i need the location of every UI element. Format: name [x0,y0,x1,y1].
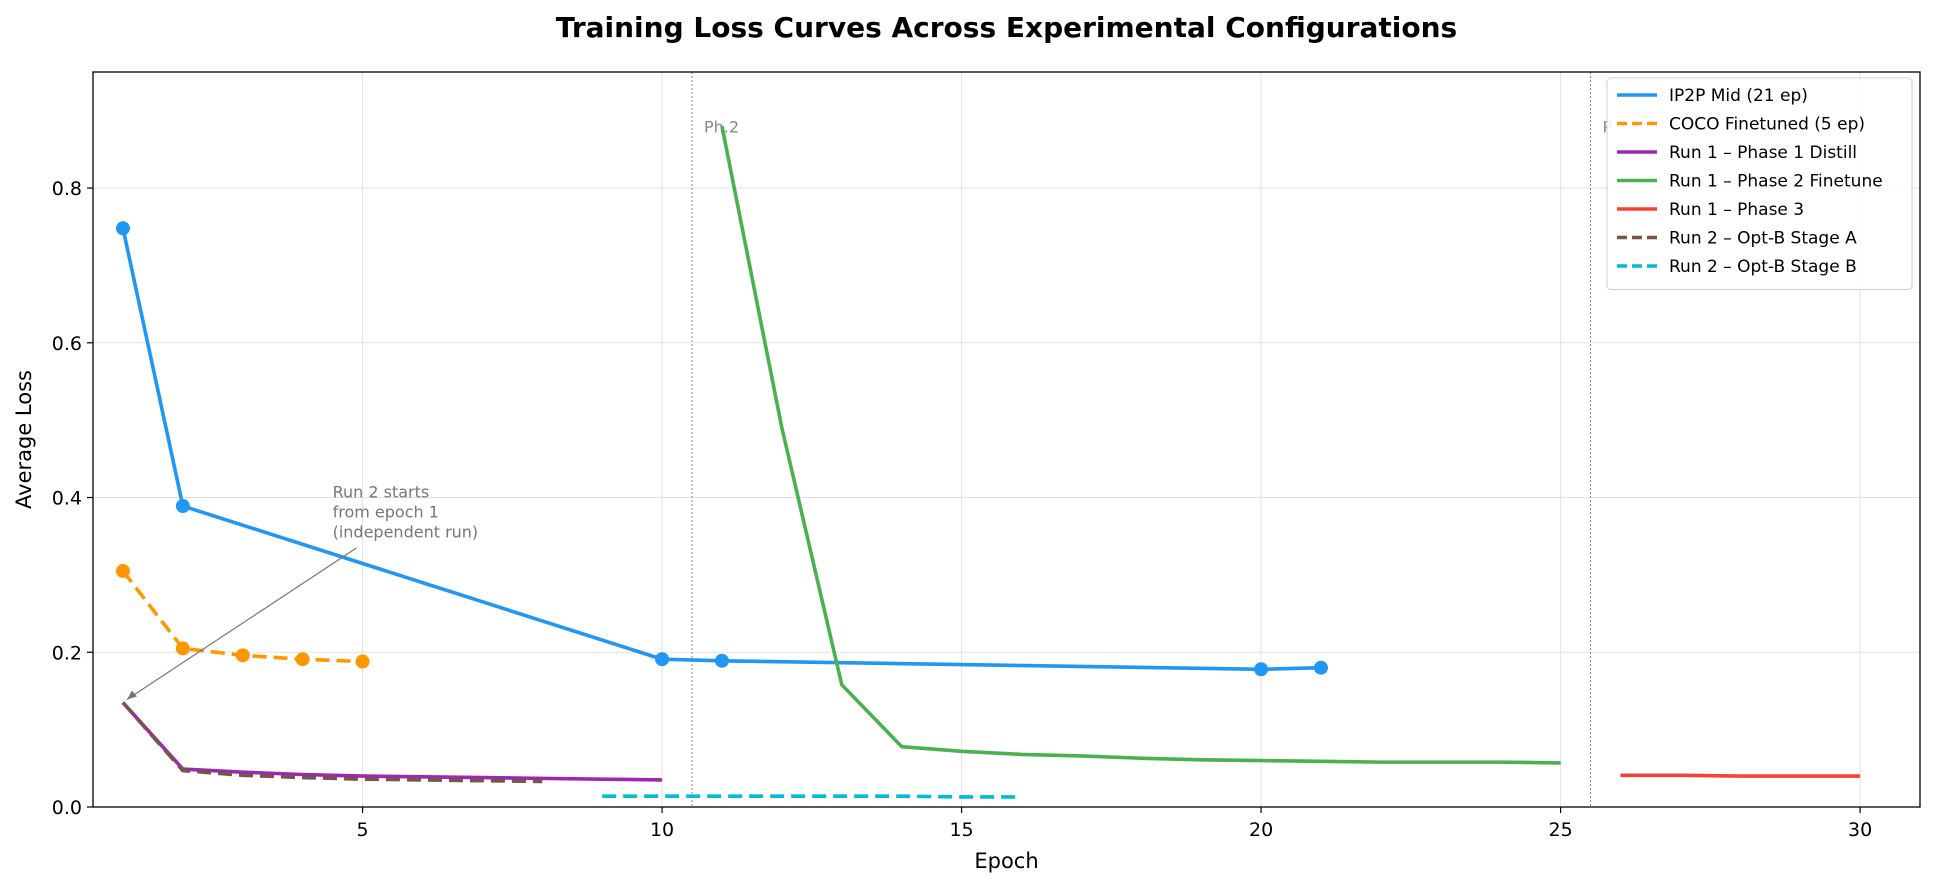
series-line [602,794,1022,799]
series-group [720,125,1561,765]
chart-title: Training Loss Curves Across Experimental… [556,11,1457,44]
data-point [175,641,190,656]
data-point [714,653,729,668]
y-tick-label: 0.4 [52,488,82,510]
series-layer [115,125,1861,799]
y-tick-label: 0.6 [52,333,82,355]
data-point [175,499,190,514]
data-point [115,221,130,236]
series-line [121,227,1322,672]
x-tick-label: 5 [357,819,369,841]
series-group [115,221,1328,677]
series-line [121,569,363,664]
legend: IP2P Mid (21 ep) COCO Finetuned (5 ep) Run… [1606,77,1913,290]
x-tick-label: 20 [1249,819,1273,841]
annotation-arrowhead [126,690,137,700]
x-tick-label: 30 [1848,819,1872,841]
data-point [655,652,670,667]
data-point [235,648,250,663]
series-line [121,701,543,784]
legend-label: Run 1 – Phase 3 [1669,200,1804,220]
y-tick-label: 0.0 [52,797,82,819]
series-group [121,701,663,782]
series-line [121,701,663,782]
y-axis-label: Average Loss [12,370,36,509]
data-point [355,654,370,669]
data-point [1313,660,1328,675]
annotation-text: (independent run) [333,523,479,542]
legend-label: Run 2 – Opt-B Stage B [1669,257,1857,277]
series-group [1620,773,1861,778]
plot-frame [92,71,1921,808]
legend-label: Run 2 – Opt-B Stage A [1669,229,1857,249]
data-point [115,564,130,579]
legend-label: Run 1 – Phase 2 Finetune [1669,172,1883,192]
legend-box [1606,77,1913,290]
annotation-text: from epoch 1 [333,503,439,522]
data-point [1254,662,1269,677]
series-line [720,125,1561,765]
series-group [121,701,543,784]
annotation-arrow-line [126,547,357,701]
x-tick-label: 15 [949,819,973,841]
y-tick-label: 0.8 [52,178,82,200]
legend-label: COCO Finetuned (5 ep) [1669,115,1865,135]
legend-label: IP2P Mid (21 ep) [1669,86,1808,106]
series-line [1620,773,1861,778]
axis-ticks: 5 10 15 20 25 30 0.0 0.2 0.4 0.6 0.8 [52,178,1872,841]
phase-markers: Ph.2P [691,72,1613,807]
data-point [295,652,310,667]
annotation-text: Run 2 starts [333,483,430,502]
x-axis-label: Epoch [974,849,1038,873]
series-group [602,794,1022,799]
x-tick-label: 25 [1548,819,1572,841]
legend-label: Run 1 – Phase 1 Distill [1669,143,1857,163]
series-group [115,564,370,669]
x-tick-label: 10 [650,819,674,841]
y-tick-label: 0.2 [52,642,82,664]
